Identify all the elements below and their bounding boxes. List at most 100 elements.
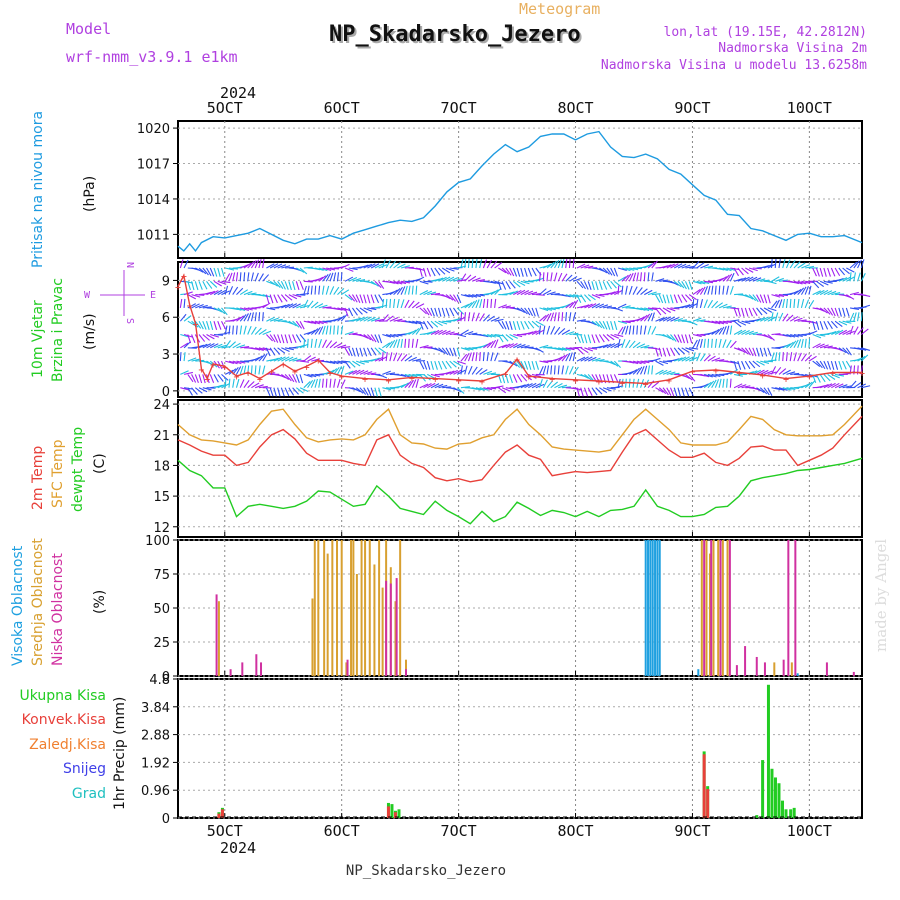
- clouds-bar: [389, 583, 392, 676]
- wind-arrow: [251, 382, 260, 389]
- station-title: NP_Skadarsko_Jezero: [329, 22, 581, 47]
- wind-arrow: [598, 281, 603, 291]
- wind-arrow: [782, 369, 791, 375]
- wind-arrow: [688, 387, 694, 396]
- wind-arrow: [198, 320, 204, 330]
- wind-arrow: [281, 373, 290, 380]
- wind-arrow: [670, 307, 680, 310]
- wind-arrow: [561, 329, 571, 335]
- precip-bar: [780, 800, 784, 818]
- wind-arrow: [729, 325, 733, 335]
- wind-arrow: [752, 307, 758, 317]
- wind-arrow: [670, 263, 679, 269]
- wind-arrow: [800, 286, 807, 295]
- wind-arrow: [827, 320, 833, 330]
- wind-arrow: [352, 277, 362, 282]
- wind-arrow: [733, 267, 739, 277]
- wind-arrow: [542, 272, 545, 282]
- wind-arrow: [644, 289, 653, 296]
- wind-arrow: [494, 385, 504, 389]
- wind-arrow: [718, 267, 728, 272]
- wind-arrow: [277, 347, 286, 354]
- wind-arrow: [464, 330, 474, 336]
- wind-arrow: [819, 360, 826, 370]
- wind-arrow: [621, 320, 631, 324]
- wind-speed-point: +: [269, 367, 275, 378]
- wind-arrow: [322, 267, 332, 272]
- wind-arrow: [497, 281, 502, 291]
- wind-arrow: [861, 294, 871, 297]
- wind-arrow: [681, 347, 690, 353]
- wind-arrow: [378, 280, 385, 290]
- wind-arrow: [374, 263, 384, 269]
- wind-arrow: [516, 289, 526, 296]
- wind-arrow: [614, 280, 622, 288]
- wind-arrow: [857, 347, 867, 351]
- wind-arrow: [284, 347, 295, 351]
- wind-arrow: [382, 342, 391, 349]
- wind-arrow: [528, 291, 538, 296]
- wind-arrow: [314, 326, 321, 335]
- wind-arrow: [745, 294, 754, 300]
- precip-bar: [777, 783, 781, 818]
- wind-arrow: [419, 383, 429, 389]
- wind-arrow: [430, 307, 435, 317]
- wind-arrow: [426, 267, 431, 277]
- wind-arrow: [423, 331, 433, 336]
- wind-arrow: [441, 276, 451, 282]
- wind-arrow: [389, 280, 399, 285]
- wind-arrow: [621, 305, 631, 309]
- wind-arrow: [501, 334, 509, 342]
- wind-arrow: [273, 334, 279, 343]
- wind-arrow: [191, 281, 195, 291]
- wind-arrow: [849, 380, 857, 389]
- wind-arrow: [569, 332, 579, 336]
- wind-arrow: [404, 299, 410, 309]
- wind-arrow: [617, 338, 621, 348]
- wind-arrow: [374, 347, 382, 355]
- wind-arrow: [483, 314, 490, 322]
- wind-arrow: [718, 378, 722, 388]
- wind-arrow: [819, 344, 829, 349]
- wind-arrow: [505, 387, 515, 390]
- panel-precip: 00.961.922.883.844.8: [141, 673, 863, 827]
- wind-arrow: [374, 280, 382, 289]
- wind-arrow: [281, 265, 291, 269]
- wind-arrow: [367, 316, 376, 322]
- wind-arrow: [505, 374, 509, 384]
- wind-arrow: [707, 338, 710, 348]
- station-title-shadow: NP_Skadarsko_Jezero: [331, 24, 583, 49]
- wind-arrow: [232, 378, 235, 388]
- wind-arrow: [370, 334, 377, 343]
- wind-arrow: [209, 267, 215, 277]
- wind-arrow: [587, 387, 593, 397]
- wind-arrow: [456, 387, 465, 394]
- wind-arrow: [202, 374, 206, 384]
- wind-arrow: [651, 381, 660, 389]
- wind-speed-point: +: [292, 367, 298, 378]
- wind-speed-point: +: [204, 375, 210, 386]
- wind-arrow: [232, 307, 242, 311]
- clouds-bar: [794, 540, 797, 676]
- wind-arrow: [558, 347, 567, 351]
- wind-arrow: [797, 287, 805, 295]
- wind-arrow: [539, 288, 547, 296]
- wind-arrow: [741, 330, 750, 335]
- wind-arrow: [834, 307, 839, 317]
- wind-arrow: [737, 307, 741, 317]
- wind-arrow: [235, 378, 240, 388]
- wind-speed-point: +: [806, 372, 812, 383]
- wind-arrow: [565, 365, 569, 375]
- wind-arrow: [243, 262, 252, 269]
- wind-arrow: [333, 325, 335, 335]
- wind-arrow: [382, 370, 391, 375]
- wind-arrow: [629, 360, 639, 365]
- clouds-bar: [405, 669, 407, 676]
- wind-arrow: [254, 312, 257, 322]
- wind-arrow: [194, 374, 199, 384]
- wind-arrow: [509, 267, 515, 277]
- wind-arrow: [265, 387, 271, 397]
- wind-arrow: [804, 338, 807, 348]
- wind-arrow: [434, 383, 444, 389]
- wind-arrow: [288, 320, 297, 327]
